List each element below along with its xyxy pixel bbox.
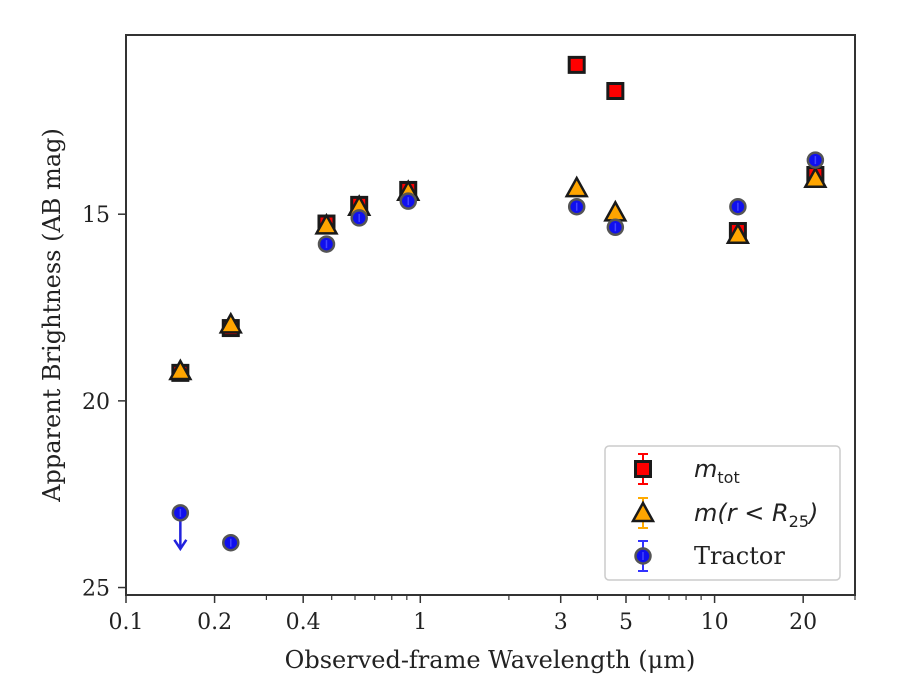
y-tick-label: 15 <box>82 203 110 228</box>
x-tick-label: 0.4 <box>286 610 321 635</box>
upper-limit-arrowhead <box>173 539 188 552</box>
mr25-point <box>564 175 589 198</box>
legend-frame <box>604 445 841 581</box>
mr25-point <box>803 166 828 188</box>
x-tick-label: 3 <box>554 610 568 635</box>
tick-labels: 0.1 0.2 0.4 1 3 5 10 20 15 20 25 <box>82 203 817 635</box>
mtot-point <box>606 82 625 100</box>
legend-label: Tractor <box>694 542 785 570</box>
legend-marker-mtot-point <box>634 460 652 478</box>
legend-label: mtot <box>694 455 740 487</box>
legend-marker-mr25-point <box>630 500 656 523</box>
y-axis-label: Apparent Brightness (AB mag) <box>38 128 66 503</box>
x-tick-label: 5 <box>619 610 633 635</box>
mr25-point <box>314 212 339 235</box>
mr25-point <box>218 311 243 334</box>
x-tick-label: 1 <box>413 610 427 635</box>
legend: mtot m(r < R25) Tractor <box>604 445 841 581</box>
x-tick-label: 0.1 <box>109 610 144 635</box>
x-axis-label: Observed-frame Wavelength (μm) <box>285 646 696 674</box>
data-marks <box>168 55 828 552</box>
axis-ticks <box>118 213 856 603</box>
mr25-point <box>168 358 193 381</box>
y-tick-label: 25 <box>82 577 110 602</box>
y-tick-label: 20 <box>82 390 110 415</box>
mr25-point <box>725 222 751 244</box>
x-tick-label: 0.2 <box>197 610 232 635</box>
legend-label: m(r < R25) <box>694 499 818 531</box>
x-tick-label: 20 <box>789 610 817 635</box>
x-tick-label: 10 <box>701 610 729 635</box>
mtot-point <box>567 55 586 74</box>
